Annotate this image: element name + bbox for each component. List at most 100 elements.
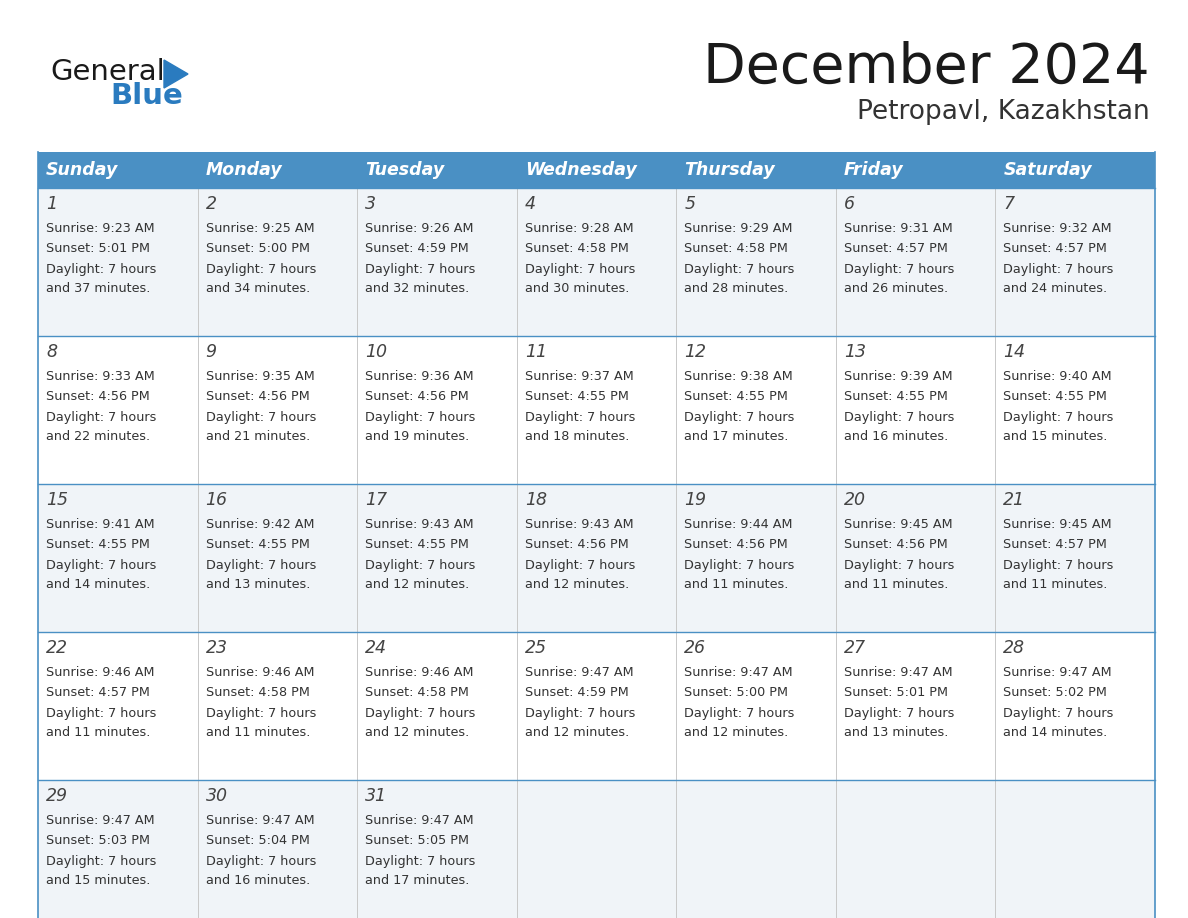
Text: Sunset: 5:00 PM: Sunset: 5:00 PM [206,241,310,254]
Text: 10: 10 [365,343,387,361]
Text: Sunrise: 9:29 AM: Sunrise: 9:29 AM [684,221,792,234]
Text: Sunset: 4:59 PM: Sunset: 4:59 PM [365,241,469,254]
Text: Sunset: 4:56 PM: Sunset: 4:56 PM [365,389,469,402]
Text: Sunset: 4:57 PM: Sunset: 4:57 PM [843,241,948,254]
Text: Sunset: 5:02 PM: Sunset: 5:02 PM [1004,686,1107,699]
Text: Sunset: 5:01 PM: Sunset: 5:01 PM [843,686,948,699]
Text: 8: 8 [46,343,57,361]
Text: General: General [50,58,165,86]
Text: Sunset: 4:56 PM: Sunset: 4:56 PM [843,538,948,551]
Text: Thursday: Thursday [684,161,775,179]
Text: Sunrise: 9:23 AM: Sunrise: 9:23 AM [46,221,154,234]
Text: Daylight: 7 hours: Daylight: 7 hours [46,856,157,868]
Text: Sunset: 4:56 PM: Sunset: 4:56 PM [206,389,309,402]
Text: Daylight: 7 hours: Daylight: 7 hours [365,411,475,424]
Text: Wednesday: Wednesday [525,161,637,179]
Text: and 12 minutes.: and 12 minutes. [365,725,469,738]
Text: 19: 19 [684,491,707,509]
Text: Petropavl, Kazakhstan: Petropavl, Kazakhstan [858,99,1150,125]
Text: 23: 23 [206,639,228,657]
Text: 14: 14 [1004,343,1025,361]
Text: 12: 12 [684,343,707,361]
Text: Daylight: 7 hours: Daylight: 7 hours [206,856,316,868]
Text: and 16 minutes.: and 16 minutes. [206,874,310,887]
Text: Daylight: 7 hours: Daylight: 7 hours [46,411,157,424]
Text: Sunrise: 9:32 AM: Sunrise: 9:32 AM [1004,221,1112,234]
Text: Sunset: 4:57 PM: Sunset: 4:57 PM [1004,538,1107,551]
Text: Daylight: 7 hours: Daylight: 7 hours [843,708,954,721]
Text: and 26 minutes.: and 26 minutes. [843,282,948,295]
Text: Sunset: 5:05 PM: Sunset: 5:05 PM [365,834,469,846]
Text: Sunrise: 9:47 AM: Sunrise: 9:47 AM [46,813,154,826]
Text: Sunrise: 9:47 AM: Sunrise: 9:47 AM [684,666,792,678]
Text: Sunset: 4:58 PM: Sunset: 4:58 PM [206,686,309,699]
Text: Saturday: Saturday [1004,161,1092,179]
Text: and 13 minutes.: and 13 minutes. [206,577,310,590]
Text: Sunrise: 9:46 AM: Sunrise: 9:46 AM [206,666,314,678]
Text: and 15 minutes.: and 15 minutes. [46,874,151,887]
Text: Sunrise: 9:35 AM: Sunrise: 9:35 AM [206,370,315,383]
Text: and 12 minutes.: and 12 minutes. [525,725,628,738]
Text: Daylight: 7 hours: Daylight: 7 hours [365,263,475,276]
Text: Sunrise: 9:47 AM: Sunrise: 9:47 AM [525,666,633,678]
Text: Daylight: 7 hours: Daylight: 7 hours [684,411,795,424]
Text: Sunrise: 9:43 AM: Sunrise: 9:43 AM [525,518,633,531]
Text: Sunrise: 9:31 AM: Sunrise: 9:31 AM [843,221,953,234]
Bar [38,632,1155,780]
Text: and 17 minutes.: and 17 minutes. [684,430,789,442]
Text: Daylight: 7 hours: Daylight: 7 hours [365,708,475,721]
Text: 13: 13 [843,343,866,361]
Text: Sunrise: 9:36 AM: Sunrise: 9:36 AM [365,370,474,383]
Text: and 18 minutes.: and 18 minutes. [525,430,630,442]
Text: 30: 30 [206,787,228,805]
Text: Sunset: 5:01 PM: Sunset: 5:01 PM [46,241,150,254]
Text: 27: 27 [843,639,866,657]
Text: Sunset: 4:59 PM: Sunset: 4:59 PM [525,686,628,699]
Text: and 32 minutes.: and 32 minutes. [365,282,469,295]
Text: Sunset: 4:55 PM: Sunset: 4:55 PM [206,538,309,551]
Text: Sunset: 5:00 PM: Sunset: 5:00 PM [684,686,789,699]
Text: 16: 16 [206,491,228,509]
Text: Sunset: 4:57 PM: Sunset: 4:57 PM [46,686,150,699]
Text: 20: 20 [843,491,866,509]
Text: Blue: Blue [110,82,183,110]
Text: Sunset: 4:58 PM: Sunset: 4:58 PM [365,686,469,699]
Text: Sunday: Sunday [46,161,119,179]
Text: Daylight: 7 hours: Daylight: 7 hours [206,559,316,573]
Text: and 21 minutes.: and 21 minutes. [206,430,310,442]
Text: 28: 28 [1004,639,1025,657]
Text: Sunset: 4:55 PM: Sunset: 4:55 PM [1004,389,1107,402]
Text: Daylight: 7 hours: Daylight: 7 hours [525,263,636,276]
Text: Sunrise: 9:28 AM: Sunrise: 9:28 AM [525,221,633,234]
Text: and 14 minutes.: and 14 minutes. [46,577,150,590]
Text: Sunrise: 9:46 AM: Sunrise: 9:46 AM [365,666,474,678]
Text: Daylight: 7 hours: Daylight: 7 hours [1004,263,1114,276]
Text: Friday: Friday [843,161,904,179]
Text: 17: 17 [365,491,387,509]
Text: and 11 minutes.: and 11 minutes. [843,577,948,590]
Text: and 37 minutes.: and 37 minutes. [46,282,151,295]
Text: 11: 11 [525,343,546,361]
Text: 2: 2 [206,195,216,213]
Text: 4: 4 [525,195,536,213]
Text: Sunrise: 9:46 AM: Sunrise: 9:46 AM [46,666,154,678]
Polygon shape [164,60,188,88]
Text: Daylight: 7 hours: Daylight: 7 hours [1004,559,1114,573]
Bar [38,152,1155,188]
Text: and 11 minutes.: and 11 minutes. [684,577,789,590]
Text: Daylight: 7 hours: Daylight: 7 hours [525,708,636,721]
Text: 9: 9 [206,343,216,361]
Text: 31: 31 [365,787,387,805]
Text: 5: 5 [684,195,695,213]
Text: Sunrise: 9:47 AM: Sunrise: 9:47 AM [843,666,953,678]
Text: Sunset: 4:55 PM: Sunset: 4:55 PM [684,389,788,402]
Text: and 22 minutes.: and 22 minutes. [46,430,150,442]
Text: Sunrise: 9:42 AM: Sunrise: 9:42 AM [206,518,314,531]
Text: 22: 22 [46,639,68,657]
Text: and 14 minutes.: and 14 minutes. [1004,725,1107,738]
Text: Sunrise: 9:26 AM: Sunrise: 9:26 AM [365,221,474,234]
Text: 6: 6 [843,195,855,213]
Text: Sunrise: 9:44 AM: Sunrise: 9:44 AM [684,518,792,531]
Text: Daylight: 7 hours: Daylight: 7 hours [206,263,316,276]
Text: and 34 minutes.: and 34 minutes. [206,282,310,295]
